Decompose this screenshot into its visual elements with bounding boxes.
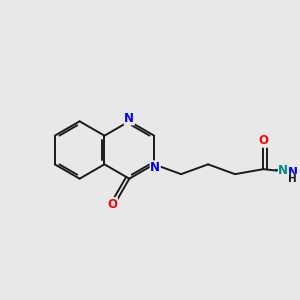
Text: N: N: [150, 161, 160, 174]
Text: H: H: [288, 174, 297, 184]
Text: N: N: [124, 112, 134, 125]
Text: O: O: [258, 134, 268, 147]
Text: N: N: [278, 164, 288, 177]
Text: N: N: [288, 166, 298, 179]
Text: O: O: [107, 198, 117, 211]
